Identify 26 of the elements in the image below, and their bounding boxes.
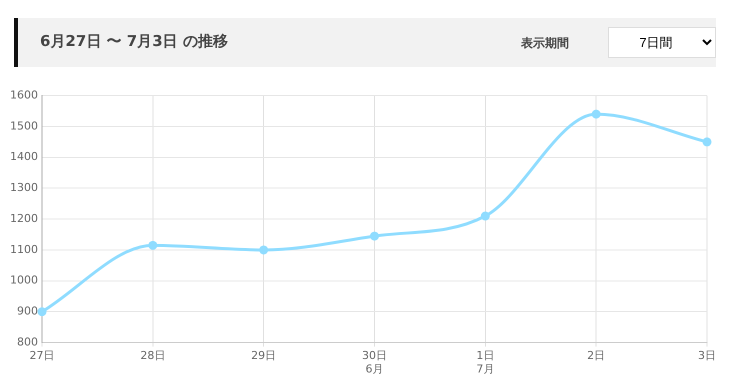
y-tick-label: 1300 — [10, 181, 38, 194]
chart-title: 6月27日 〜 7月3日 の推移 — [40, 32, 228, 51]
y-tick-label: 1600 — [10, 88, 38, 102]
point — [480, 212, 490, 221]
y-tick-label: 1100 — [10, 242, 38, 256]
x-tick-label: 27日 — [29, 349, 54, 362]
x-tick-label: 30日 6月 — [362, 349, 387, 376]
y-tick-label: 900 — [16, 304, 38, 318]
y-tick-label: 1200 — [10, 212, 38, 225]
point — [37, 307, 46, 316]
point — [259, 245, 268, 254]
point — [702, 137, 712, 146]
y-tick-label: 1400 — [10, 150, 38, 164]
x-tick-label: 3日 — [698, 349, 716, 362]
point — [148, 240, 158, 250]
y-tick-label: 1000 — [10, 274, 38, 287]
x-tick-label: 2日 — [587, 349, 606, 362]
x-tick-label: 28日 — [140, 349, 166, 362]
point — [592, 110, 601, 119]
text: 表示期間 — [521, 35, 569, 52]
y-tick-label: 1500 — [10, 119, 38, 132]
point — [370, 232, 379, 241]
period-select: 7日間 — [608, 27, 716, 58]
x-tick-label: 1日 7月 — [476, 349, 494, 376]
y-tick-label: 800 — [16, 335, 38, 348]
x-tick-label: 29日 — [251, 349, 276, 362]
